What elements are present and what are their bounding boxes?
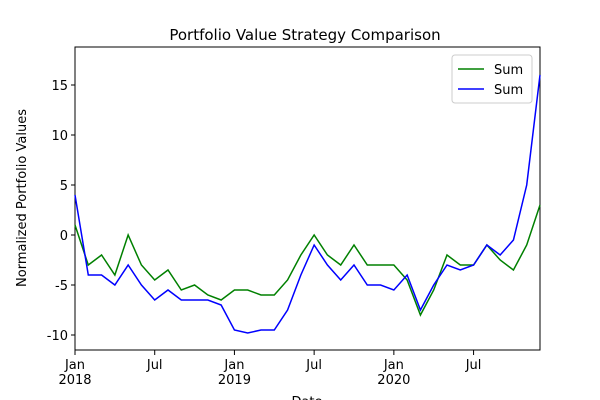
- x-tick-label: Jul: [465, 358, 482, 373]
- x-axis-label: Date: [291, 395, 322, 400]
- x-tick-label: Jan 2020: [377, 358, 410, 388]
- legend-box: [451, 54, 533, 104]
- y-tick-label: 10: [51, 129, 68, 144]
- y-tick-label: -10: [47, 329, 68, 344]
- y-tick-label: 0: [60, 229, 68, 244]
- y-axis-label: Normalized Portfolio Values: [15, 109, 30, 287]
- legend: Sum Sum: [451, 54, 533, 104]
- series-line: [74, 74, 541, 334]
- x-tick-label: Jan 2018: [58, 358, 91, 388]
- x-tick-label: Jan 2019: [218, 358, 251, 388]
- legend-label: Sum: [494, 63, 523, 78]
- x-tick-label: Jul: [305, 358, 322, 373]
- y-tick-label: 5: [60, 179, 68, 194]
- x-tick-label: Jul: [146, 358, 163, 373]
- y-tick-label: -5: [55, 279, 68, 294]
- y-tick-label: 15: [51, 79, 68, 94]
- legend-label: Sum: [494, 83, 523, 98]
- series-line: [74, 204, 541, 317]
- chart-title: Portfolio Value Strategy Comparison: [169, 26, 440, 44]
